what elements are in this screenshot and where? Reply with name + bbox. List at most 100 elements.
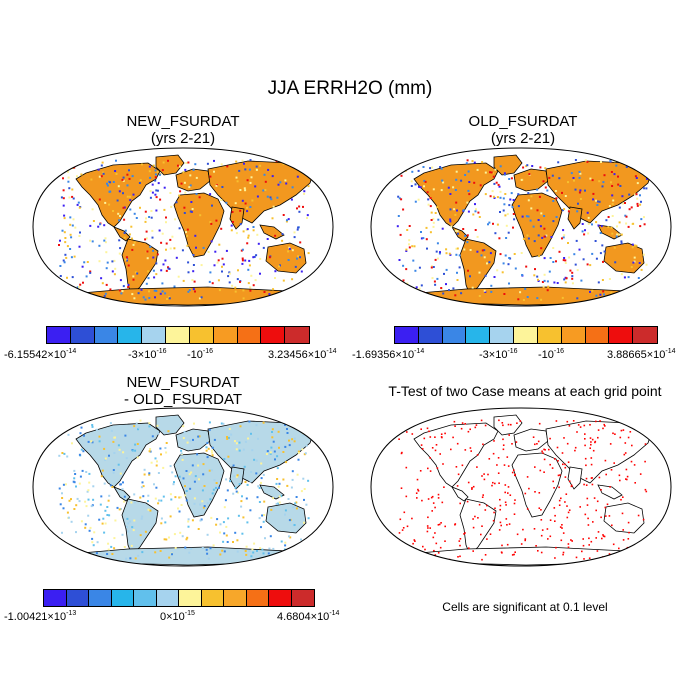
grid-cell <box>472 518 474 520</box>
grid-cell <box>453 208 456 211</box>
grid-cell <box>511 206 514 208</box>
grid-cell <box>610 226 613 229</box>
grid-cell <box>219 523 222 526</box>
grid-cell <box>548 270 551 273</box>
grid-cell <box>252 256 255 259</box>
grid-cell <box>294 502 297 505</box>
grid-cell <box>468 547 470 549</box>
grid-cell <box>467 170 470 173</box>
grid-cell <box>414 200 417 203</box>
grid-cell <box>546 280 549 283</box>
grid-cell <box>73 477 76 480</box>
grid-cell <box>471 160 474 163</box>
grid-cell <box>603 423 605 426</box>
grid-cell <box>611 215 614 217</box>
grid-cell <box>550 236 553 238</box>
grid-cell <box>508 282 510 285</box>
grid-cell <box>152 249 155 252</box>
grid-cell <box>188 473 191 476</box>
panel-1-title: NEW_FSURDAT (yrs 2-21) <box>23 113 343 147</box>
grid-cell <box>227 517 230 520</box>
grid-cell <box>643 187 646 190</box>
grid-cell <box>236 278 239 281</box>
grid-cell <box>161 282 164 285</box>
continent-shape <box>493 154 523 176</box>
colorbar-swatch <box>261 327 286 343</box>
grid-cell <box>240 249 243 252</box>
grid-cell <box>293 524 296 526</box>
grid-cell <box>629 431 632 433</box>
grid-cell <box>543 273 546 276</box>
grid-cell <box>187 525 190 528</box>
grid-cell <box>636 182 639 185</box>
grid-cell <box>478 503 481 506</box>
grid-cell <box>596 500 599 503</box>
panel-2-colorbar-label-mid1: -3×10-16 <box>479 348 518 361</box>
grid-cell <box>247 236 250 239</box>
grid-cell <box>449 253 452 256</box>
grid-cell <box>268 547 271 550</box>
grid-cell <box>262 246 265 249</box>
grid-cell <box>579 189 582 192</box>
grid-cell <box>158 173 161 176</box>
grid-cell <box>80 426 83 429</box>
continent-shape <box>513 168 549 192</box>
grid-cell <box>494 482 496 485</box>
grid-cell <box>613 246 616 249</box>
grid-cell <box>272 547 275 550</box>
grid-cell <box>493 276 496 278</box>
grid-cell <box>611 232 614 235</box>
grid-cell <box>437 497 440 499</box>
grid-cell <box>612 432 614 435</box>
grid-cell <box>644 443 647 445</box>
grid-cell <box>271 217 274 220</box>
grid-cell <box>498 237 501 240</box>
grid-cell <box>602 260 604 263</box>
grid-cell <box>514 499 516 501</box>
grid-cell <box>522 166 525 169</box>
grid-cell <box>151 236 154 239</box>
grid-cell <box>138 182 141 184</box>
grid-cell <box>122 176 125 179</box>
grid-cell <box>126 259 128 262</box>
grid-cell <box>525 165 528 168</box>
grid-cell <box>149 448 152 450</box>
grid-cell <box>76 175 78 178</box>
grid-cell <box>288 535 290 538</box>
grid-cell <box>583 558 585 560</box>
grid-cell <box>493 197 496 199</box>
grid-cell <box>177 275 180 278</box>
grid-cell <box>163 208 166 211</box>
grid-cell <box>101 522 104 525</box>
grid-cell <box>64 253 67 256</box>
grid-cell <box>502 209 505 212</box>
grid-cell <box>92 544 95 547</box>
grid-cell <box>232 492 235 495</box>
grid-cell <box>165 242 168 245</box>
grid-cell <box>74 296 77 299</box>
grid-cell <box>307 479 310 482</box>
grid-cell <box>284 513 286 516</box>
grid-cell <box>220 227 223 230</box>
grid-cell <box>622 496 624 498</box>
grid-cell <box>103 239 106 242</box>
grid-cell <box>114 519 117 522</box>
grid-cell <box>536 443 538 445</box>
grid-cell <box>634 482 636 484</box>
grid-cell <box>577 424 580 426</box>
grid-cell <box>441 227 444 230</box>
grid-cell <box>441 179 444 182</box>
grid-cell <box>563 234 566 237</box>
grid-cell <box>130 501 133 504</box>
grid-cell <box>255 168 258 171</box>
grid-cell <box>182 171 185 174</box>
grid-cell <box>609 443 612 445</box>
grid-cell <box>579 506 581 508</box>
grid-cell <box>478 216 481 218</box>
grid-cell <box>411 170 414 173</box>
grid-cell <box>288 519 291 522</box>
grid-cell <box>223 550 226 553</box>
grid-cell <box>540 551 543 554</box>
grid-cell <box>182 425 185 428</box>
grid-cell <box>234 202 237 205</box>
